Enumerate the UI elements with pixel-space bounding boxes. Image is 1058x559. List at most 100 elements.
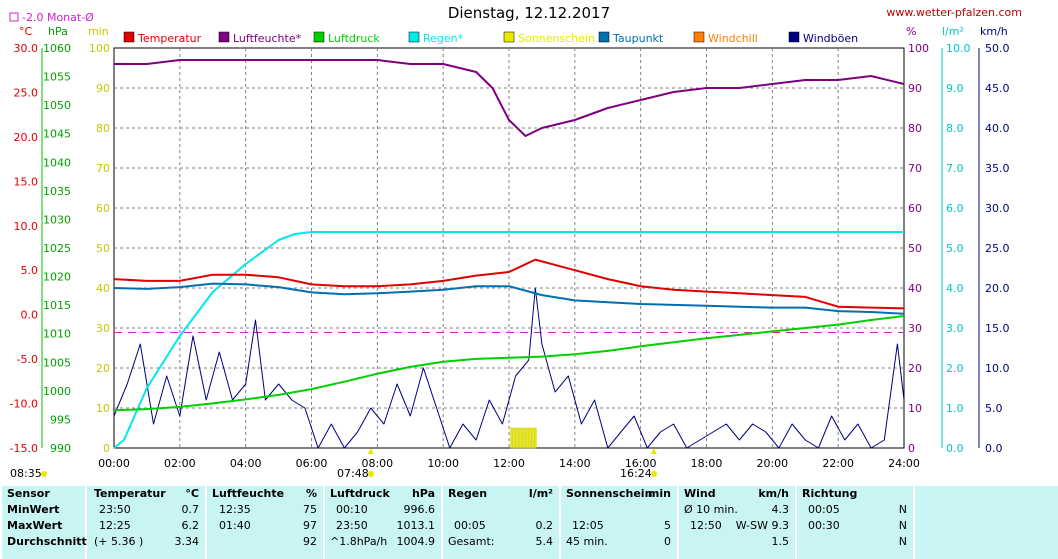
- rain-tick-label: 3.0: [946, 322, 964, 335]
- monthly-average-swatch: [9, 12, 19, 22]
- sunshine-bar: [516, 427, 519, 449]
- stats-empty-col: [915, 486, 1058, 559]
- time-tick-label: 10:00: [427, 457, 459, 470]
- sunshine-bar: [513, 427, 516, 449]
- time-tick-label: 16:00: [625, 457, 657, 470]
- temp-header: Temperatur: [94, 487, 166, 500]
- stats-table: Sensor MinWert MaxWert Durchschnitt Temp…: [0, 486, 1058, 559]
- weather-chart: 30.0 25.0 20.0 15.0 10.0 5.0 0.0 -5.0 -10.0 -15.0…: [9, 11, 1010, 480]
- page-title: Dienstag, 12.12.2017: [447, 4, 611, 22]
- wind-unit-label: km/h: [980, 25, 1008, 38]
- wind-tick-label: 50.0: [985, 42, 1010, 55]
- temp-tick-label: 10.0: [14, 220, 39, 233]
- series-taupunkt: [113, 282, 905, 315]
- pressure-tick-label: 1025: [43, 242, 71, 255]
- pressure-max-value: 1013.1: [396, 519, 436, 532]
- time-tick-label: 08:00: [361, 457, 393, 470]
- direction-max-value: N: [898, 519, 907, 532]
- sunshine-bar: [510, 427, 513, 449]
- stats-sunshine-col: Sonnenschein min 12:05 5 45 min. 0: [561, 486, 677, 559]
- time-tick-label: 18:00: [691, 457, 723, 470]
- wind-day-avg: 1.5: [771, 535, 790, 548]
- legend-swatch: [598, 31, 610, 43]
- legend-label: Taupunkt: [612, 32, 664, 45]
- legend-label: Windböen: [803, 32, 858, 45]
- wind-header: Wind: [684, 487, 716, 500]
- humidity-min-value: 75: [303, 503, 317, 516]
- pressure-tick-label: 1030: [43, 213, 71, 226]
- sun-marker: [650, 448, 657, 454]
- pressure-tick-label: 1050: [43, 99, 71, 112]
- series-windboeen: [113, 287, 905, 449]
- sunshine-bar: [534, 427, 537, 449]
- temp-tick-label: -5.0: [17, 353, 38, 366]
- sun-marker: [367, 448, 374, 454]
- temp-tick-label: -15.0: [10, 442, 38, 455]
- minutes-tick-label: 30: [96, 322, 110, 335]
- pressure-tick-label: 1020: [43, 271, 71, 284]
- minutes-tick-label: 40: [96, 282, 110, 295]
- rain-tick-label: 5.0: [946, 242, 964, 255]
- humidity-avg-value: 92: [303, 535, 317, 548]
- pressure-tick-label: 1010: [43, 328, 71, 341]
- humidity-tick-label: 60: [908, 202, 922, 215]
- legend-label: Regen*: [423, 32, 464, 45]
- direction-min-time: 00:05: [808, 503, 840, 516]
- minutes-tick-label: 20: [96, 362, 110, 375]
- legend-label: Sonnenschein: [518, 32, 595, 45]
- humidity-tick-label: 40: [908, 282, 922, 295]
- wind-unit: km/h: [758, 487, 789, 500]
- humidity-unit: %: [305, 487, 317, 500]
- temp-max-time: 12:25: [99, 519, 131, 532]
- noon-icon: [368, 471, 374, 477]
- pressure-tick-label: 1015: [43, 299, 71, 312]
- time-tick-label: 04:00: [230, 457, 262, 470]
- humidity-max-time: 01:40: [219, 519, 251, 532]
- rain-tick-label: 2.0: [946, 362, 964, 375]
- temp-tick-label: -10.0: [10, 398, 38, 411]
- monthly-average-label: -2.0 Monat-Ø: [22, 11, 94, 24]
- source-link[interactable]: www.wetter-pfalzen.com: [886, 6, 1022, 19]
- wind-tick-label: 20.0: [985, 282, 1010, 295]
- stats-humidity-col: Luftfeuchte% 12:35 75 01:40 97 92: [207, 486, 323, 559]
- time-tick-label: 22:00: [822, 457, 854, 470]
- temp-tick-label: 5.0: [21, 264, 39, 277]
- pressure-min-time: 00:10: [336, 503, 368, 516]
- rain-unit-label: l/m²: [942, 25, 964, 38]
- wind-tick-label: 5.0: [985, 402, 1003, 415]
- wind-tick-label: 15.0: [985, 322, 1010, 335]
- direction-avg-value: N: [898, 535, 907, 548]
- legend-swatch: [503, 31, 515, 43]
- legend-label: Luftfeuchte*: [233, 32, 302, 45]
- humidity-header: Luftfeuchte: [212, 487, 285, 500]
- humidity-tick-label: 30: [908, 322, 922, 335]
- humidity-tick-label: 80: [908, 122, 922, 135]
- sunset-icon: [651, 471, 657, 477]
- sensor-header: Sensor: [7, 487, 50, 500]
- wind-max-time: 12:50: [690, 519, 722, 532]
- pressure-tick-label: 1040: [43, 156, 71, 169]
- stats-rain-col: Regen l/m² 00:05 0.2 Gesamt: 5.4: [443, 486, 559, 559]
- temp-max-value: 6.2: [181, 519, 200, 532]
- rain-total-value: 5.4: [535, 535, 554, 548]
- series-luftdruck: [113, 315, 905, 412]
- minutes-tick-label: 60: [96, 202, 110, 215]
- minutes-tick-label: 100: [89, 42, 110, 55]
- series-regen: [113, 231, 904, 449]
- sunshine-bar: [531, 427, 534, 449]
- temp-unit-label: °C: [19, 25, 33, 38]
- time-tick-label: 00:00: [98, 457, 130, 470]
- legend-label: Temperatur: [137, 32, 202, 45]
- row-label: MinWert: [7, 503, 60, 516]
- wind-tick-label: 25.0: [985, 242, 1010, 255]
- sunshine-bar: [519, 427, 522, 449]
- direction-header: Richtung: [802, 487, 858, 500]
- sunrise-icon: [41, 471, 47, 477]
- minutes-tick-label: 10: [96, 402, 110, 415]
- stats-direction-col: Richtung 00:05 N 00:30 N N: [797, 486, 913, 559]
- legend-swatch: [313, 31, 325, 43]
- sunshine-total: 45 min.: [566, 535, 608, 548]
- noon-label: 07:48: [337, 467, 369, 480]
- sunshine-avg-value: 0: [664, 535, 671, 548]
- series-temperatur: [113, 258, 905, 310]
